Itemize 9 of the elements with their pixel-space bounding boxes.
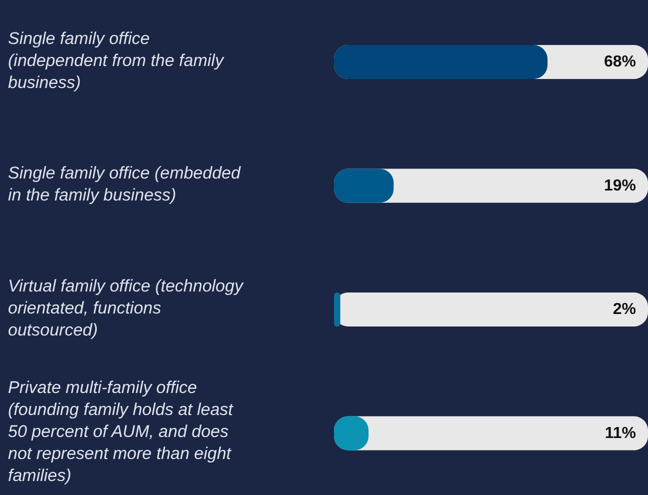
data-label: 11% <box>604 424 636 442</box>
y-tick-label: Single family office (embedded in the family business) <box>8 164 241 206</box>
data-label: 2% <box>612 301 636 318</box>
bar <box>334 292 340 326</box>
y-tick-label: Private multi-family office (founding family holds at least 50 percent of AUM, and does not represent more than eight families) <box>8 378 234 486</box>
y-tick-label: Virtual family office (technology orientated, functions outsourced) <box>8 276 244 340</box>
y-tick-label: Single family office (independent from the family business) <box>8 29 225 92</box>
data-label: 68% <box>604 54 636 70</box>
data-label: 19% <box>604 177 636 194</box>
